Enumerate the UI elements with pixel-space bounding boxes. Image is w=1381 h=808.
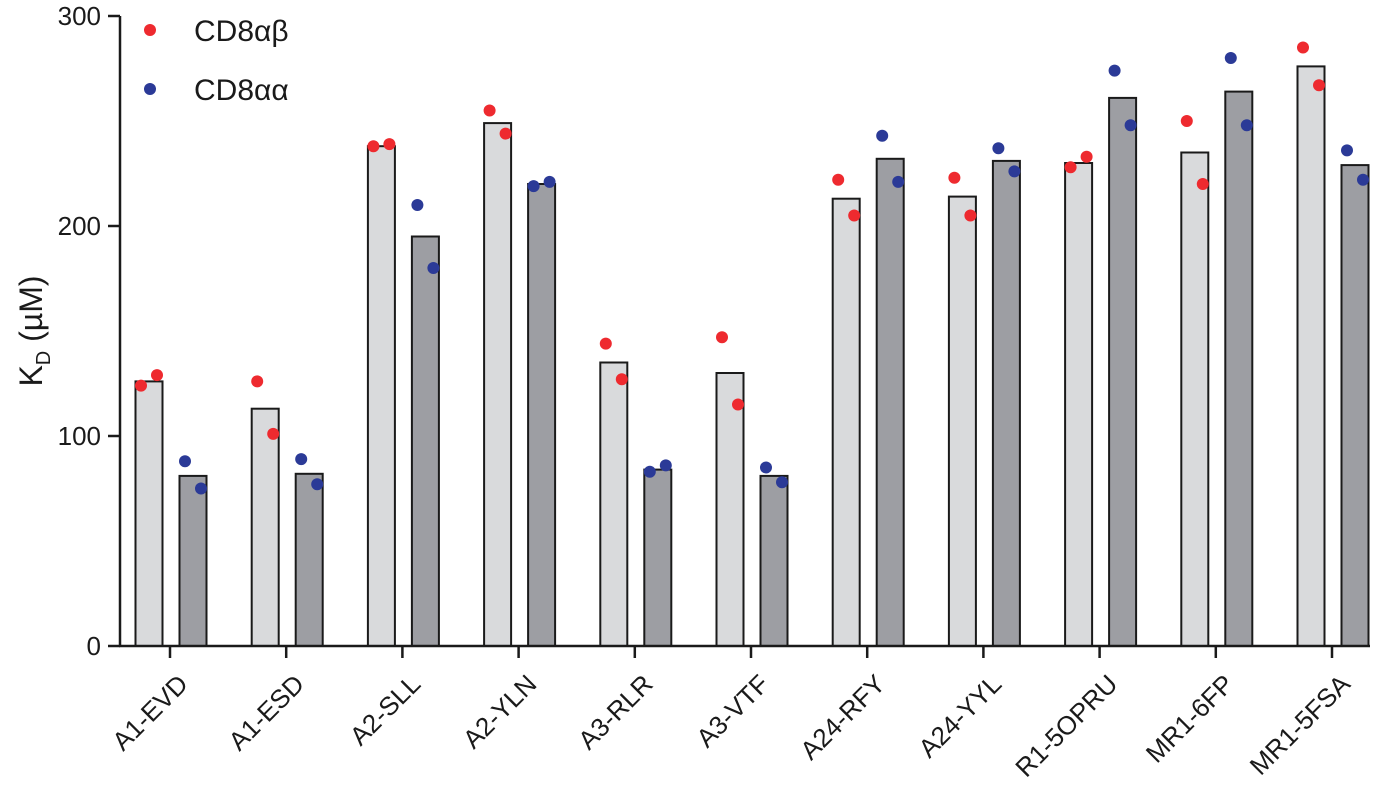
point-A24-YYL-series-1-1 [1008, 165, 1021, 178]
point-A1-EVD-series-0-0 [135, 379, 147, 392]
point-A1-ESD-series-0-1 [267, 427, 280, 440]
point-R1-5OPRU-series-1-0 [1108, 64, 1121, 77]
legend: CD8αβ CD8αα [144, 15, 289, 107]
point-MR1-5FSA-series-0-0 [1297, 41, 1309, 54]
point-R1-5OPRU-series-1-1 [1124, 119, 1137, 132]
x-tick-label-MR1-5FSA: MR1-5FSA [1244, 668, 1357, 781]
point-A1-ESD-series-1-1 [311, 478, 324, 491]
bar-A1-ESD-series-0 [250, 407, 280, 648]
x-tick-label-A3-RLR: A3-RLR [572, 669, 659, 756]
x-tick-label-MR1-6FP: MR1-6FP [1140, 669, 1240, 769]
point-MR1-5FSA-series-1-1 [1357, 173, 1369, 186]
x-tick-label-A3-VTF: A3-VTF [690, 669, 775, 754]
point-A3-RLR-series-0-1 [615, 373, 628, 386]
bar-A3-VTF-series-0 [715, 372, 745, 647]
bar-A3-RLR-series-1 [643, 468, 673, 647]
point-A24-YYL-series-1-0 [992, 142, 1005, 155]
legend-label-cd8aa: CD8αα [194, 74, 289, 107]
bar-A24-YYL-series-0 [947, 195, 977, 647]
point-A1-EVD-series-0-1 [151, 369, 163, 382]
bar-A2-SLL-series-1 [410, 235, 440, 647]
point-A1-EVD-series-1-0 [179, 455, 191, 468]
point-A2-SLL-series-0-1 [383, 138, 396, 151]
points-layer [135, 41, 1369, 495]
point-A3-RLR-series-0-0 [599, 337, 612, 350]
point-MR1-6FP-series-0-1 [1196, 178, 1209, 190]
y-tick-label-100: 100 [58, 421, 101, 451]
point-A3-VTF-series-1-1 [776, 476, 788, 489]
point-A24-RFY-series-0-1 [848, 209, 861, 222]
bar-MR1-5FSA-series-1 [1340, 164, 1370, 647]
bar-A24-YYL-series-1 [991, 159, 1021, 647]
y-tick-label-200: 200 [58, 211, 101, 241]
point-MR1-6FP-series-1-0 [1224, 52, 1237, 64]
bar-A2-YLN-series-0 [483, 122, 513, 648]
x-tick-label-A1-ESD: A1-ESD [222, 669, 310, 757]
bar-A1-ESD-series-1 [294, 472, 324, 647]
point-A2-YLN-series-1-1 [543, 175, 556, 188]
y-axis-label-main: K [13, 365, 49, 386]
x-tick-label-A2-SLL: A2-SLL [344, 669, 427, 752]
y-axis-label: KD (µM) [13, 275, 55, 386]
point-MR1-5FSA-series-0-1 [1313, 79, 1325, 92]
y-tick-label-300: 300 [58, 1, 101, 31]
x-tick-label-A24-YYL: A24-YYL [912, 669, 1007, 764]
y-ticks: 0 100 200 300 [58, 1, 120, 661]
point-A2-SLL-series-1-0 [411, 199, 424, 211]
point-A2-SLL-series-1-1 [427, 262, 440, 274]
point-R1-5OPRU-series-0-0 [1064, 161, 1077, 174]
point-MR1-6FP-series-0-0 [1180, 115, 1193, 127]
axes-layer [118, 16, 1370, 648]
point-A2-YLN-series-0-1 [499, 127, 512, 140]
point-A24-RFY-series-1-1 [892, 175, 905, 188]
point-A24-YYL-series-0-0 [948, 171, 961, 184]
bar-R1-5OPRU-series-1 [1108, 96, 1138, 647]
point-A3-RLR-series-1-1 [659, 459, 672, 472]
point-A2-YLN-series-0-0 [483, 104, 496, 117]
point-A3-VTF-series-0-0 [716, 331, 728, 344]
bar-MR1-6FP-series-1 [1224, 90, 1254, 648]
point-MR1-5FSA-series-1-0 [1341, 144, 1353, 157]
bar-A1-EVD-series-0 [134, 380, 164, 647]
point-A2-YLN-series-1-0 [527, 180, 540, 193]
y-axis-label-subscript: D [33, 351, 55, 365]
bar-A3-VTF-series-1 [759, 474, 789, 647]
point-R1-5OPRU-series-0-1 [1080, 150, 1093, 163]
x-ticks: A1-EVD A1-ESD A2-SLL A2-YLN A3-RLR A3-VTF A24-… [106, 646, 1356, 783]
point-A24-RFY-series-0-0 [832, 173, 845, 186]
x-tick-label-A24-RFY: A24-RFY [794, 669, 891, 766]
x-tick-label-A1-EVD: A1-EVD [106, 669, 194, 757]
bar-A2-YLN-series-1 [527, 183, 557, 647]
bars-layer [134, 65, 1370, 648]
bar-A24-RFY-series-1 [875, 157, 905, 648]
y-axis-label-unit: (µM) [13, 275, 49, 350]
legend-marker-cd8ab [144, 24, 156, 36]
x-tick-label-R1-5OPRU: R1-5OPRU [1009, 669, 1123, 783]
bar-A24-RFY-series-0 [831, 197, 861, 647]
bar-MR1-5FSA-series-0 [1296, 65, 1326, 647]
legend-marker-cd8aa [144, 83, 156, 95]
point-A2-SLL-series-0-0 [367, 140, 380, 153]
point-A24-YYL-series-0-1 [964, 209, 977, 222]
bar-A1-EVD-series-1 [178, 474, 208, 647]
point-A3-VTF-series-0-1 [732, 398, 744, 411]
x-tick-label-A2-YLN: A2-YLN [457, 669, 543, 755]
bar-A3-RLR-series-0 [599, 361, 629, 647]
legend-label-cd8ab: CD8αβ [194, 15, 289, 48]
point-A3-RLR-series-1-0 [643, 465, 656, 478]
point-A3-VTF-series-1-0 [760, 461, 772, 474]
point-A1-ESD-series-0-0 [251, 375, 264, 388]
point-A1-EVD-series-1-1 [195, 482, 207, 495]
point-MR1-6FP-series-1-1 [1240, 119, 1253, 132]
bar-R1-5OPRU-series-0 [1064, 162, 1094, 647]
point-A24-RFY-series-1-0 [876, 129, 889, 142]
point-A1-ESD-series-1-0 [295, 453, 308, 466]
bar-MR1-6FP-series-0 [1180, 151, 1210, 647]
bar-A2-SLL-series-0 [366, 145, 396, 647]
y-tick-label-0: 0 [87, 631, 101, 661]
